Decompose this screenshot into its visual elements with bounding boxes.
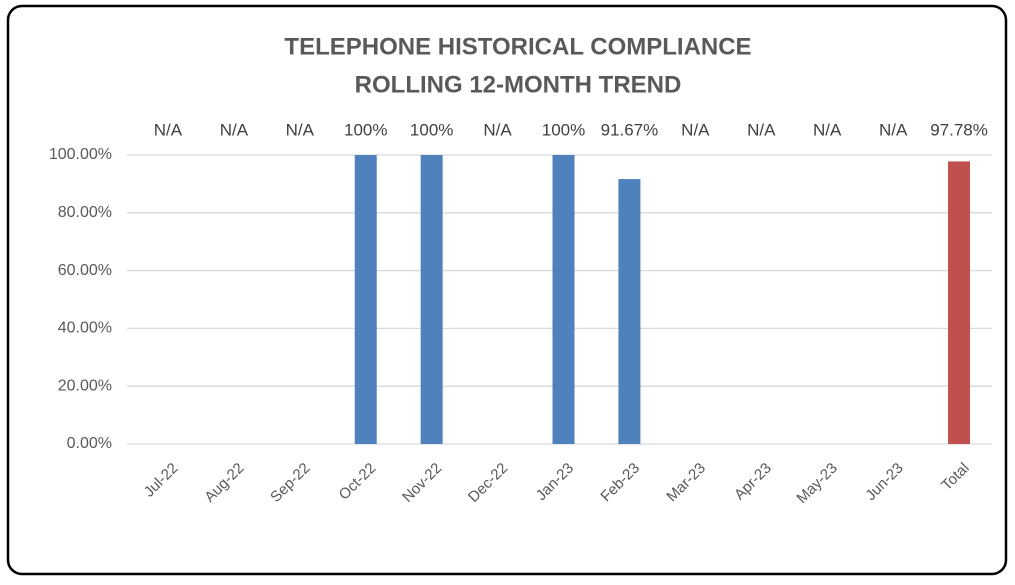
y-tick-label: 100.00% [49,146,112,163]
chart-subtitle: ROLLING 12-MONTH TREND [355,71,682,98]
data-label: N/A [483,120,512,139]
data-label: N/A [681,120,710,139]
data-label: 97.78% [930,120,988,139]
data-label: N/A [747,120,776,139]
bar [948,161,971,444]
data-label: N/A [879,120,908,139]
bar [420,155,443,444]
bar [354,155,377,444]
bar [552,155,575,444]
data-label: 100% [410,120,453,139]
data-label: 100% [542,120,585,139]
chart-border [6,4,1008,576]
data-label: N/A [813,120,842,139]
data-label: 91.67% [601,120,659,139]
data-label: N/A [154,120,183,139]
y-tick-label: 20.00% [58,377,112,394]
bar [618,179,641,444]
y-tick-label: 40.00% [58,320,112,337]
y-tick-label: 60.00% [58,262,112,279]
data-label: N/A [220,120,249,139]
chart-title: TELEPHONE HISTORICAL COMPLIANCE [284,33,751,60]
data-label: 100% [344,120,387,139]
y-tick-label: 80.00% [58,204,112,221]
y-tick-label: 0.00% [67,435,112,452]
data-label: N/A [286,120,315,139]
